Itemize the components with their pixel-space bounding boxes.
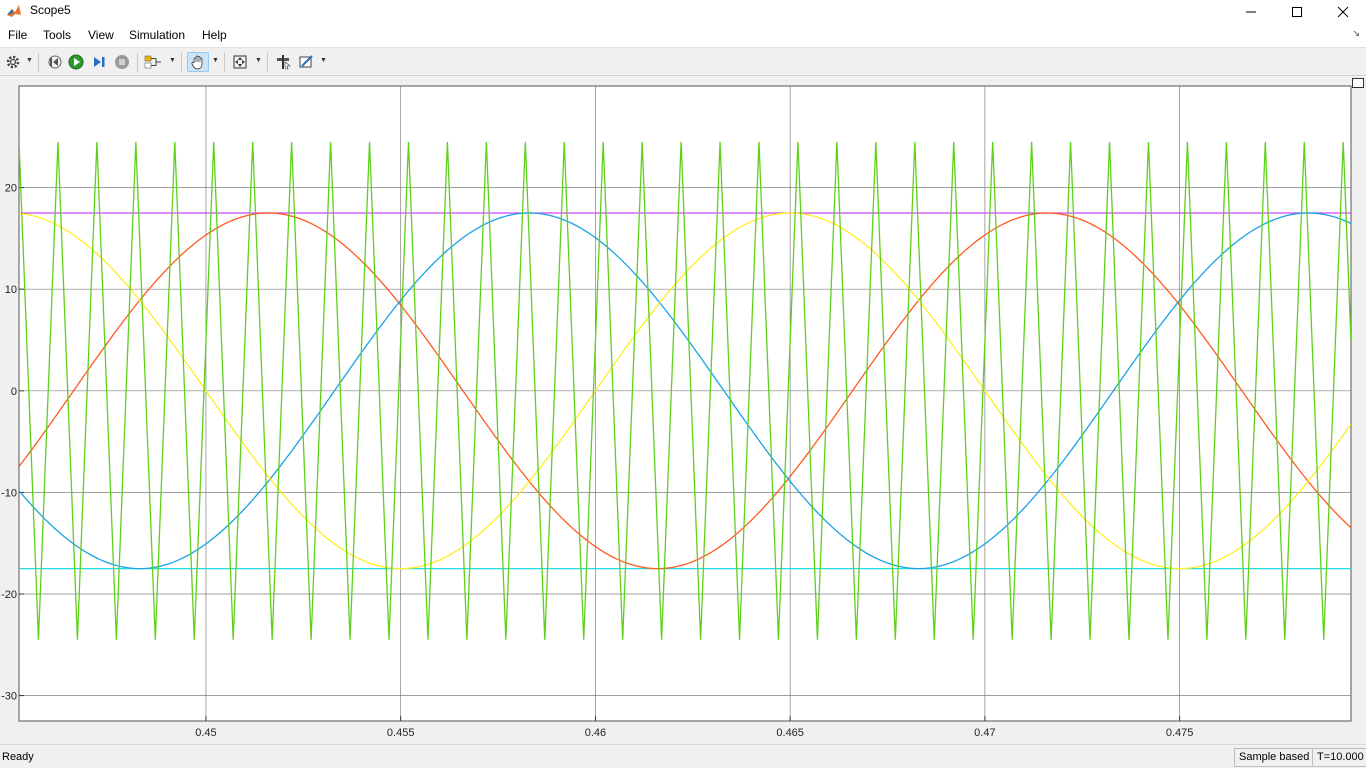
style-button[interactable] <box>296 52 316 72</box>
pan-icon <box>191 55 203 70</box>
y-tick-label: -20 <box>1 589 17 601</box>
sample-mode-indicator: Sample based <box>1234 748 1315 767</box>
zoom-fit-icon <box>233 55 247 69</box>
matlab-icon <box>7 5 21 17</box>
title-bar: Scope5 <box>0 0 1366 24</box>
series-line-carrier <box>19 141 1351 640</box>
series-line-sine-b <box>19 212 1351 570</box>
pan-dropdown-icon[interactable]: ▼ <box>212 57 219 64</box>
layout-dropdown-icon[interactable]: ▼ <box>169 57 176 64</box>
cursor-button[interactable] <box>273 52 293 72</box>
x-tick-label: 0.45 <box>195 727 216 739</box>
y-tick-label: -10 <box>1 487 17 499</box>
zoom-dropdown-icon[interactable]: ▼ <box>255 57 262 64</box>
minimize-icon <box>1246 11 1256 13</box>
y-tick-label: 10 <box>5 284 17 296</box>
style-dropdown-icon[interactable]: ▼ <box>320 57 327 64</box>
maximize-button[interactable] <box>1274 0 1320 24</box>
stop-icon <box>115 55 129 69</box>
toolbar-separator <box>137 53 138 72</box>
toolbar-separator <box>224 53 225 72</box>
step-back-icon <box>48 55 62 69</box>
step-forward-button[interactable] <box>89 52 109 72</box>
step-back-button[interactable] <box>44 52 64 72</box>
layout-button[interactable] <box>143 52 163 72</box>
close-icon <box>1337 6 1349 18</box>
pan-button[interactable] <box>187 52 209 72</box>
undock-icon[interactable] <box>1352 78 1364 88</box>
layout-icon <box>144 55 161 69</box>
style-icon <box>299 55 313 68</box>
simulation-time-indicator: T=10.000 <box>1312 748 1366 767</box>
maximize-icon <box>1292 7 1302 17</box>
stop-button[interactable] <box>112 52 132 72</box>
step-forward-icon <box>94 57 105 67</box>
window-title: Scope5 <box>30 3 71 17</box>
y-tick-label: -30 <box>1 691 17 703</box>
series-line-sine-a <box>19 212 1351 570</box>
minimize-button[interactable] <box>1228 0 1274 24</box>
status-text: Ready <box>2 751 34 763</box>
menu-view[interactable]: View <box>88 28 114 42</box>
run-icon <box>68 54 84 70</box>
menu-bar: File Tools View Simulation Help ↘ <box>0 24 1366 47</box>
run-button[interactable] <box>66 52 86 72</box>
scope-plot[interactable]: 0.45 0.455 0.46 0.465 0.47 0.475 -30 -20 -10 0 10 2… <box>0 76 1366 744</box>
menu-file[interactable]: File <box>8 28 28 42</box>
toolbar-separator <box>267 53 268 72</box>
toolbar-separator <box>181 53 182 72</box>
zoom-fit-button[interactable] <box>230 52 250 72</box>
menu-help[interactable]: Help <box>202 28 227 42</box>
toolbar: ▼ ▼ ▼ <box>0 47 1366 76</box>
status-bar: Ready Sample based T=10.000 <box>0 744 1366 768</box>
close-button[interactable] <box>1320 0 1366 24</box>
menu-tools[interactable]: Tools <box>43 28 72 42</box>
settings-dropdown-icon[interactable]: ▼ <box>26 57 33 64</box>
menu-simulation[interactable]: Simulation <box>129 28 186 42</box>
settings-button[interactable] <box>3 52 23 72</box>
y-tick-label: 20 <box>5 183 17 195</box>
menu-collapse-icon[interactable]: ↘ <box>1352 28 1360 38</box>
cursor-icon <box>277 55 291 70</box>
x-tick-label: 0.46 <box>585 727 606 739</box>
plot-axes[interactable] <box>18 85 1352 722</box>
x-tick-label: 0.465 <box>776 727 804 739</box>
y-tick-label: 0 <box>11 386 17 398</box>
x-tick-label: 0.47 <box>974 727 995 739</box>
x-tick-label: 0.475 <box>1166 727 1194 739</box>
toolbar-separator <box>38 53 39 72</box>
gear-icon <box>6 55 20 69</box>
x-tick-label: 0.455 <box>387 727 415 739</box>
